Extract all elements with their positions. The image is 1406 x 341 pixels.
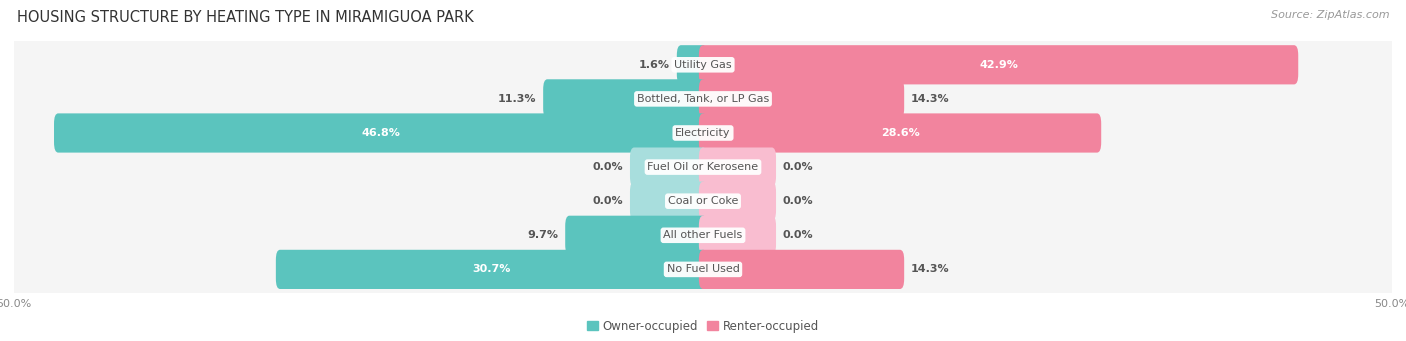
FancyBboxPatch shape bbox=[276, 250, 707, 289]
FancyBboxPatch shape bbox=[10, 125, 1396, 209]
Text: 11.3%: 11.3% bbox=[498, 94, 536, 104]
Text: 28.6%: 28.6% bbox=[880, 128, 920, 138]
FancyBboxPatch shape bbox=[10, 194, 1396, 277]
FancyBboxPatch shape bbox=[699, 79, 904, 119]
Text: 46.8%: 46.8% bbox=[361, 128, 401, 138]
FancyBboxPatch shape bbox=[630, 182, 707, 221]
FancyBboxPatch shape bbox=[543, 79, 707, 119]
FancyBboxPatch shape bbox=[699, 147, 776, 187]
Text: Fuel Oil or Kerosene: Fuel Oil or Kerosene bbox=[647, 162, 759, 172]
Legend: Owner-occupied, Renter-occupied: Owner-occupied, Renter-occupied bbox=[588, 320, 818, 333]
Text: 0.0%: 0.0% bbox=[592, 162, 623, 172]
Text: No Fuel Used: No Fuel Used bbox=[666, 264, 740, 275]
Text: Source: ZipAtlas.com: Source: ZipAtlas.com bbox=[1271, 10, 1389, 20]
Text: Coal or Coke: Coal or Coke bbox=[668, 196, 738, 206]
FancyBboxPatch shape bbox=[10, 23, 1396, 107]
FancyBboxPatch shape bbox=[630, 147, 707, 187]
Text: 0.0%: 0.0% bbox=[783, 196, 814, 206]
FancyBboxPatch shape bbox=[676, 45, 707, 85]
FancyBboxPatch shape bbox=[10, 91, 1396, 175]
FancyBboxPatch shape bbox=[10, 58, 1396, 140]
FancyBboxPatch shape bbox=[10, 126, 1396, 209]
Text: 0.0%: 0.0% bbox=[783, 162, 814, 172]
FancyBboxPatch shape bbox=[10, 160, 1396, 243]
FancyBboxPatch shape bbox=[699, 250, 904, 289]
Text: Bottled, Tank, or LP Gas: Bottled, Tank, or LP Gas bbox=[637, 94, 769, 104]
Text: 1.6%: 1.6% bbox=[638, 60, 669, 70]
FancyBboxPatch shape bbox=[699, 182, 776, 221]
Text: 0.0%: 0.0% bbox=[592, 196, 623, 206]
FancyBboxPatch shape bbox=[10, 24, 1396, 106]
FancyBboxPatch shape bbox=[699, 216, 776, 255]
FancyBboxPatch shape bbox=[10, 160, 1396, 243]
FancyBboxPatch shape bbox=[699, 113, 1101, 153]
FancyBboxPatch shape bbox=[10, 194, 1396, 277]
FancyBboxPatch shape bbox=[53, 113, 707, 153]
Text: 14.3%: 14.3% bbox=[911, 94, 949, 104]
FancyBboxPatch shape bbox=[699, 45, 1298, 85]
Text: Utility Gas: Utility Gas bbox=[675, 60, 731, 70]
Text: 9.7%: 9.7% bbox=[527, 230, 558, 240]
Text: 14.3%: 14.3% bbox=[911, 264, 949, 275]
FancyBboxPatch shape bbox=[10, 57, 1396, 141]
FancyBboxPatch shape bbox=[10, 228, 1396, 311]
Text: 42.9%: 42.9% bbox=[979, 60, 1018, 70]
Text: All other Fuels: All other Fuels bbox=[664, 230, 742, 240]
FancyBboxPatch shape bbox=[565, 216, 707, 255]
Text: 0.0%: 0.0% bbox=[783, 230, 814, 240]
Text: HOUSING STRUCTURE BY HEATING TYPE IN MIRAMIGUOA PARK: HOUSING STRUCTURE BY HEATING TYPE IN MIR… bbox=[17, 10, 474, 25]
Text: 30.7%: 30.7% bbox=[472, 264, 510, 275]
Text: Electricity: Electricity bbox=[675, 128, 731, 138]
FancyBboxPatch shape bbox=[10, 228, 1396, 311]
FancyBboxPatch shape bbox=[10, 92, 1396, 175]
